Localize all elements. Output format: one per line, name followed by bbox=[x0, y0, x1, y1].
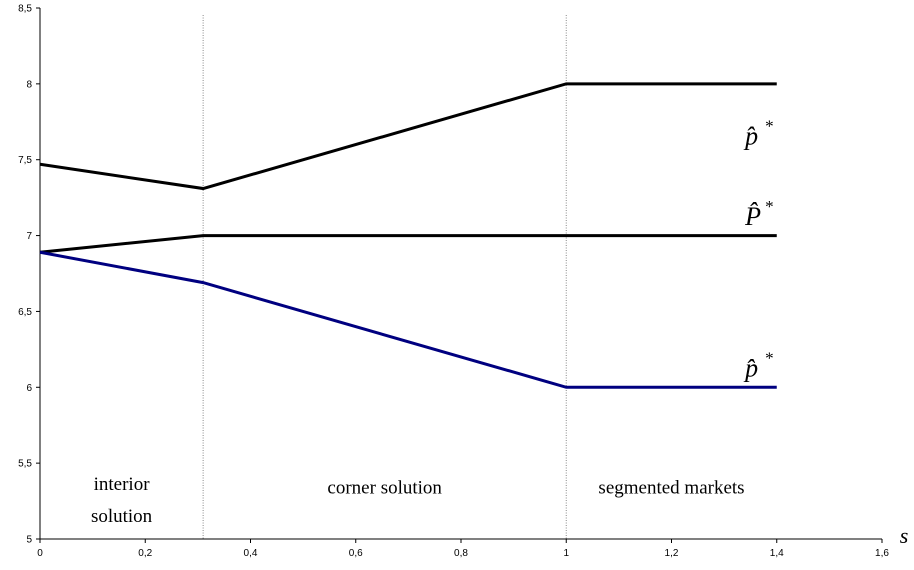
series-label-2-superscript: * bbox=[765, 349, 774, 368]
series-label-0-superscript: * bbox=[765, 117, 774, 136]
series-line-2 bbox=[39, 250, 777, 389]
y-tick-label-5: 7,5 bbox=[18, 155, 32, 166]
region-label-2-line1: segmented markets bbox=[598, 477, 744, 498]
series-label-1-text: P̂ bbox=[744, 202, 761, 231]
x-tick-label-4: 0,8 bbox=[454, 548, 468, 559]
x-tick-label-5: 1 bbox=[563, 548, 569, 559]
x-tick-label-8: 1,6 bbox=[875, 548, 889, 559]
series-label-2-text: p̂ bbox=[743, 354, 758, 383]
region-label-0-line1: interior bbox=[94, 474, 151, 495]
region-label-1: corner solution bbox=[327, 477, 442, 498]
x-tick-label-2: 0,4 bbox=[244, 548, 258, 559]
x-tick-label-1: 0,2 bbox=[138, 548, 152, 559]
region-label-0: interior solution bbox=[91, 474, 153, 527]
y-tick-label-7: 8,5 bbox=[18, 4, 32, 15]
series-label-1-superscript: * bbox=[765, 197, 774, 216]
x-tick-label-0: 0 bbox=[37, 548, 43, 559]
x-axis-label: s bbox=[900, 523, 909, 548]
region-label-1-line1: corner solution bbox=[327, 477, 442, 498]
series-label-1: P̂ * bbox=[744, 197, 774, 231]
series-line-1 bbox=[39, 234, 777, 254]
y-tick-label-3: 6,5 bbox=[18, 307, 32, 318]
region-label-0-line2: solution bbox=[91, 506, 153, 527]
region-dividers bbox=[202, 15, 567, 539]
y-tick-label-0: 5 bbox=[26, 535, 32, 546]
y-tick-label-1: 5,5 bbox=[18, 459, 32, 470]
series-label-0-text: p̂ bbox=[743, 122, 758, 151]
x-tick-label-7: 1,4 bbox=[770, 548, 784, 559]
series-label-0: p̂ * bbox=[743, 117, 774, 151]
x-tick-label-6: 1,2 bbox=[665, 548, 679, 559]
series-label-2: p̂ * bbox=[743, 349, 774, 383]
axes: 5 5,5 6 6,5 7 7,5 8 8,5 0 0,2 0,4 0,6 0,8 1 1,2 1,4 1,6 bbox=[18, 4, 889, 560]
region-label-2: segmented markets bbox=[598, 477, 744, 498]
series-line-0 bbox=[39, 82, 777, 191]
y-tick-label-2: 6 bbox=[26, 383, 32, 394]
x-tick-label-3: 0,6 bbox=[349, 548, 363, 559]
y-tick-label-4: 7 bbox=[26, 231, 32, 242]
y-tick-label-6: 8 bbox=[26, 79, 32, 90]
series-lines bbox=[39, 82, 777, 389]
